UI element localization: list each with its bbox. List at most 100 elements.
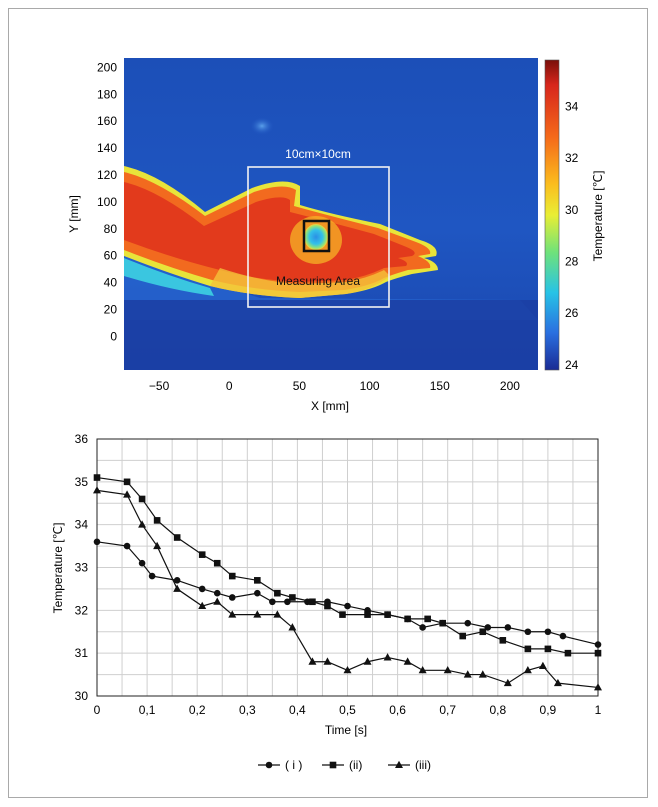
thermal-x-tick: 100 — [360, 379, 380, 393]
data-point — [93, 538, 101, 546]
data-point — [288, 623, 297, 631]
data-point — [123, 542, 131, 550]
data-point — [383, 653, 392, 661]
data-point — [503, 678, 512, 687]
data-point — [384, 611, 391, 618]
data-point — [123, 478, 131, 486]
data-point — [309, 598, 316, 606]
series-line — [96, 476, 598, 654]
data-point — [273, 610, 282, 618]
data-point — [289, 594, 296, 601]
chart-y-label: Temperature [℃] — [51, 523, 65, 614]
x-tick-label: 0,3 — [239, 703, 256, 717]
thermal-image-panel: 10cm×10cm Measuring Area X [mm] Y [mm] −… — [67, 58, 605, 413]
data-point — [459, 632, 467, 640]
data-point — [524, 645, 532, 653]
thermal-y-tick: 20 — [104, 302, 118, 316]
thermal-x-tick: 200 — [500, 379, 520, 393]
data-point — [213, 589, 221, 597]
data-point — [173, 584, 182, 592]
chart-legend: ( i ) (ii) (iii) — [258, 758, 431, 772]
data-point — [464, 619, 472, 627]
thermal-x-tick: 50 — [293, 379, 307, 393]
measuring-area-marker — [302, 219, 331, 253]
data-point — [173, 577, 181, 584]
data-point — [213, 559, 221, 567]
data-point — [254, 577, 261, 584]
x-tick-label: 0,5 — [339, 703, 356, 717]
colorbar-label: Temperature [℃] — [591, 171, 605, 262]
legend-label: ( i ) — [285, 758, 302, 772]
box-label: 10cm×10cm — [285, 147, 351, 161]
thermal-y-tick: 200 — [97, 60, 117, 74]
data-point — [418, 666, 427, 674]
data-point — [198, 551, 206, 558]
data-point — [559, 632, 567, 640]
thermal-y-tick: 100 — [97, 195, 117, 209]
x-tick-label: 0 — [94, 703, 101, 717]
data-point — [228, 572, 236, 580]
data-point — [594, 683, 602, 691]
y-tick-label: 32 — [75, 603, 89, 617]
data-point — [424, 615, 431, 623]
thermal-x-tick: 0 — [226, 379, 233, 393]
legend-label: (iii) — [415, 758, 431, 772]
y-tick-label: 34 — [75, 518, 89, 532]
thermal-y-tick: 60 — [104, 249, 118, 263]
data-point — [284, 598, 291, 606]
data-point — [344, 602, 351, 610]
data-point — [439, 619, 446, 627]
data-point — [553, 678, 562, 687]
series-line — [96, 489, 599, 689]
data-point — [173, 534, 181, 541]
x-tick-label: 1 — [595, 703, 602, 717]
thermal-y-label: Y [mm] — [67, 195, 81, 233]
data-point — [228, 594, 236, 601]
data-point — [443, 666, 452, 674]
data-point — [544, 628, 552, 636]
data-point — [123, 490, 132, 498]
data-point — [478, 670, 487, 678]
data-point — [153, 517, 161, 524]
line-chart: 0 0,1 0,2 0,3 0,4 0,5 0,6 0,7 0,8 0,9 1 36 35 34 33 32… — [51, 432, 602, 772]
data-point — [524, 628, 532, 636]
data-point — [343, 666, 352, 674]
colorbar-tick: 32 — [565, 151, 579, 165]
data-point — [523, 666, 532, 674]
x-tick-label: 0,8 — [489, 703, 506, 717]
legend-marker — [329, 761, 337, 769]
thermal-x-tick: −50 — [149, 379, 170, 393]
data-point — [138, 520, 147, 528]
y-tick-label: 36 — [75, 432, 89, 446]
data-point — [594, 649, 602, 657]
x-tick-label: 0,2 — [189, 703, 206, 717]
thermal-y-tick: 120 — [97, 168, 117, 182]
legend-label: (ii) — [349, 758, 362, 772]
data-point — [339, 611, 346, 618]
x-tick-label: 0,7 — [439, 703, 456, 717]
data-point — [198, 601, 207, 610]
data-point — [484, 624, 492, 631]
data-point — [138, 559, 146, 567]
series-2 — [93, 474, 602, 657]
thermal-x-tick: 150 — [430, 379, 450, 393]
data-point — [463, 670, 472, 678]
thermal-y-tick: 0 — [110, 329, 117, 343]
x-tick-label: 0,9 — [540, 703, 557, 717]
colorbar-tick: 30 — [565, 203, 579, 217]
data-point — [363, 657, 372, 665]
data-point — [254, 589, 261, 597]
data-point — [308, 657, 317, 665]
data-point — [323, 657, 332, 665]
data-point — [253, 610, 262, 618]
data-point — [594, 641, 602, 648]
data-point — [213, 597, 222, 605]
thermal-y-tick: 140 — [97, 141, 117, 155]
x-tick-label: 0,6 — [389, 703, 406, 717]
data-point — [564, 649, 572, 657]
data-point — [404, 615, 411, 623]
data-point — [499, 637, 507, 644]
colorbar-tick: 28 — [565, 255, 579, 269]
data-point — [364, 611, 371, 618]
data-point — [274, 589, 281, 597]
